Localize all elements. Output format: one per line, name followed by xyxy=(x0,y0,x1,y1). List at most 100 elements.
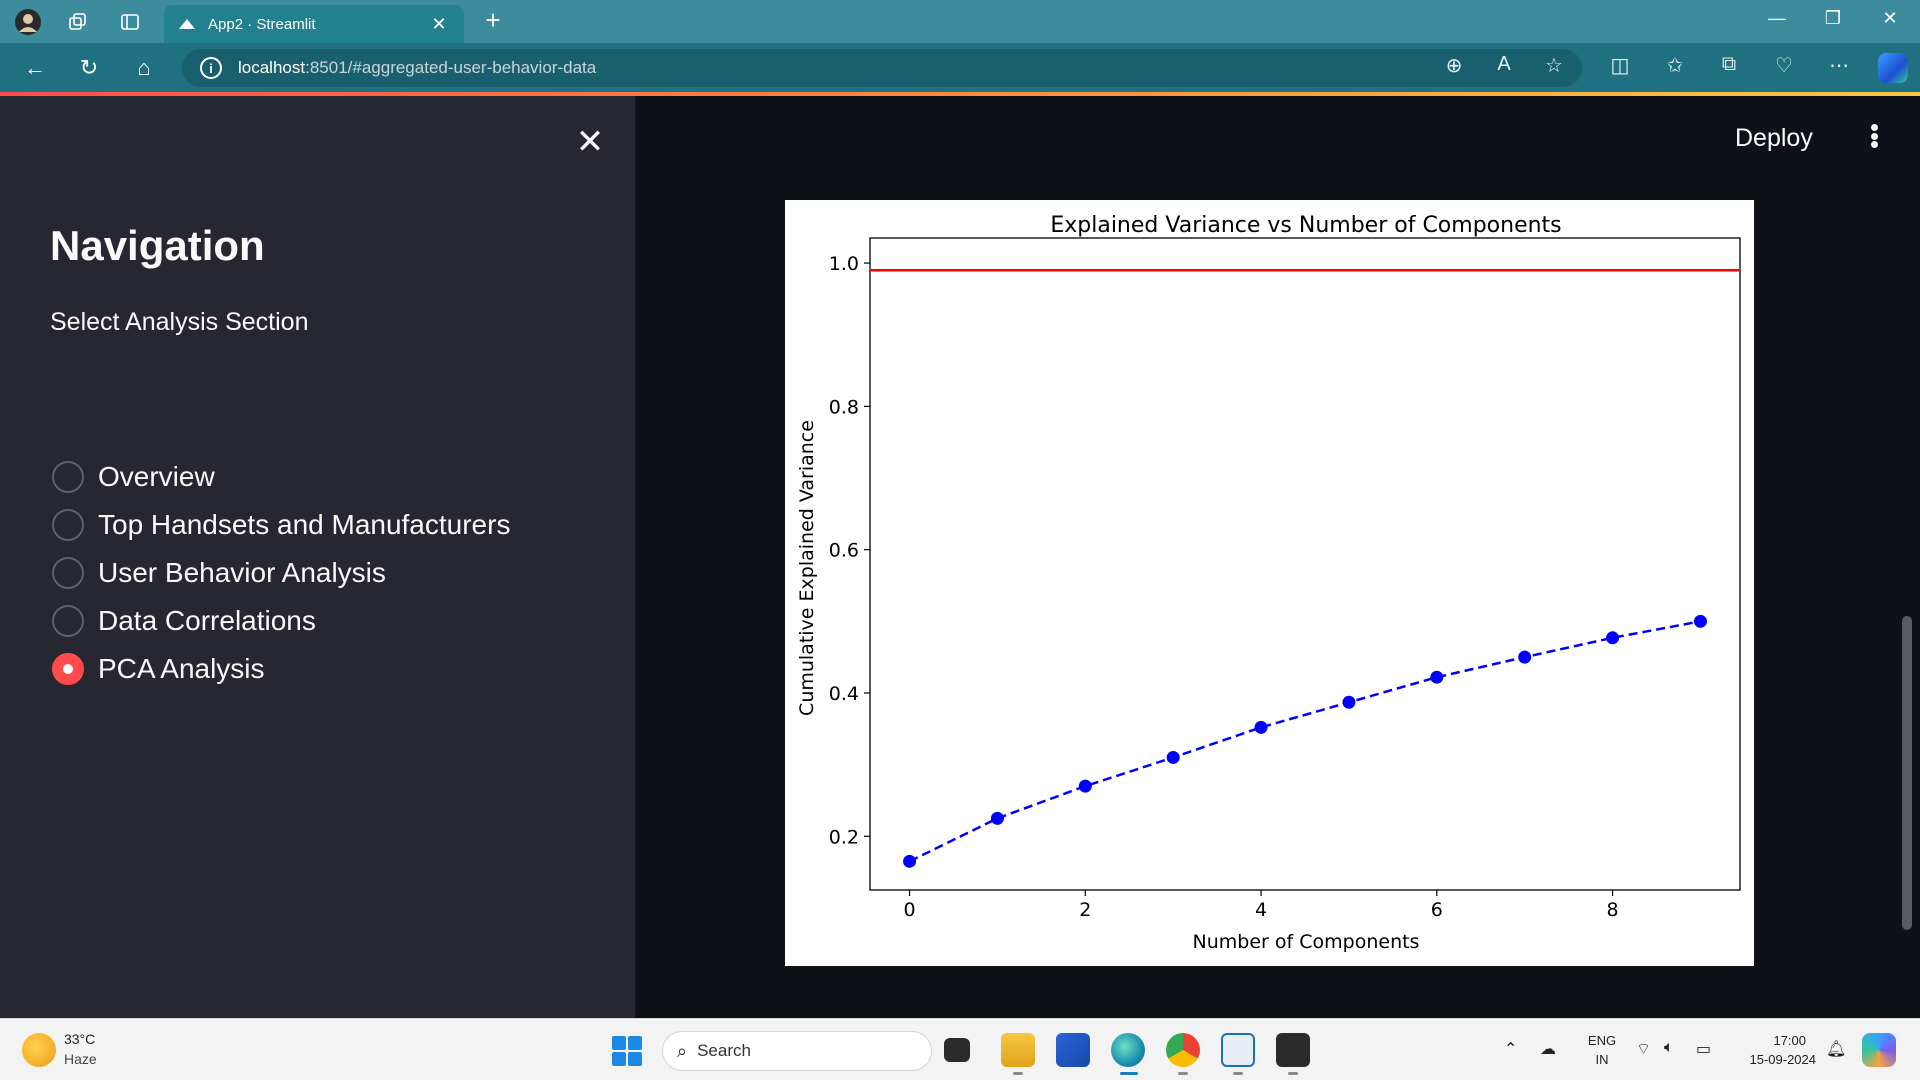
clock-date[interactable]: 15-09-2024 xyxy=(1749,1052,1817,1067)
windows-start-icon[interactable] xyxy=(612,1036,642,1066)
pca-chart: Explained Variance vs Number of Componen… xyxy=(785,200,1754,966)
radio-button[interactable] xyxy=(52,461,84,493)
taskbar: 33°C Haze ⌕ Search ⌃ ☁ ENG IN ⌔ 🔈︎ ▭ 17:… xyxy=(0,1018,1920,1080)
radio-group-label: Select Analysis Section xyxy=(50,308,309,336)
minimize-icon[interactable]: — xyxy=(1768,8,1786,28)
address-bar: ← ↻ ⌂ i localhost :8501/#aggregated-user… xyxy=(0,43,1920,93)
y-tick-label: 0.6 xyxy=(829,540,859,562)
microsoft-store-icon[interactable] xyxy=(1056,1033,1090,1067)
x-tick-label: 8 xyxy=(1607,899,1619,921)
onedrive-icon[interactable]: ☁ xyxy=(1540,1041,1556,1058)
tab-app2-streamlit[interactable]: App2 · Streamlit ✕ xyxy=(164,5,464,43)
radio-label: Data Correlations xyxy=(98,605,316,636)
running-indicator xyxy=(1178,1072,1188,1075)
edge-browser-icon[interactable] xyxy=(1111,1033,1145,1067)
split-screen-icon[interactable]: ◫ xyxy=(1610,55,1630,77)
tab-title: App2 · Streamlit xyxy=(208,15,316,33)
radio-button-selected[interactable] xyxy=(52,653,84,685)
url-host: localhost xyxy=(238,58,306,77)
data-point xyxy=(1693,614,1707,628)
data-point xyxy=(1078,779,1092,793)
y-tick-label: 0.2 xyxy=(829,826,859,848)
sidebar-title: Navigation xyxy=(50,222,265,269)
radio-option-overview[interactable]: Overview xyxy=(52,457,215,497)
data-point xyxy=(1430,670,1444,684)
radio-button[interactable] xyxy=(52,605,84,637)
main-menu-icon[interactable] xyxy=(1862,118,1886,154)
browser-essentials-icon[interactable]: ♡ xyxy=(1775,55,1793,77)
copilot-icon[interactable] xyxy=(1878,53,1908,83)
more-options-icon[interactable]: ⋯ xyxy=(1829,55,1849,77)
profile-avatar-icon[interactable] xyxy=(14,8,42,36)
weather-description[interactable]: Haze xyxy=(64,1051,97,1067)
data-point xyxy=(990,811,1004,825)
chart-y-axis-label: Cumulative Explained Variance xyxy=(796,420,818,716)
file-explorer-icon[interactable] xyxy=(1001,1033,1035,1067)
terminal-icon[interactable] xyxy=(1276,1033,1310,1067)
radio-option-data-correlations[interactable]: Data Correlations xyxy=(52,601,316,641)
radio-label: Overview xyxy=(98,461,215,492)
running-indicator xyxy=(1013,1072,1023,1075)
scrollbar[interactable] xyxy=(1902,616,1912,930)
data-point xyxy=(903,854,917,868)
url-input[interactable]: i localhost :8501/#aggregated-user-behav… xyxy=(182,49,1582,87)
chart-svg: Explained Variance vs Number of Componen… xyxy=(796,213,1741,953)
close-window-icon[interactable]: ✕ xyxy=(1882,8,1898,28)
data-point xyxy=(1342,695,1356,709)
streamlit-icon xyxy=(178,15,196,33)
taskbar-search-input[interactable]: ⌕ Search xyxy=(662,1031,932,1071)
clock-time[interactable]: 17:00 xyxy=(1773,1033,1806,1048)
tab-actions-icon[interactable] xyxy=(116,8,144,36)
data-point xyxy=(1518,650,1532,664)
back-icon[interactable]: ← xyxy=(24,55,46,80)
workspaces-icon[interactable] xyxy=(64,8,92,36)
deploy-button[interactable]: Deploy xyxy=(1735,124,1813,152)
read-aloud-icon[interactable]: A xyxy=(1497,53,1511,75)
weather-haze-icon[interactable] xyxy=(22,1033,56,1067)
language-indicator-line2[interactable]: IN xyxy=(1595,1052,1609,1067)
chrome-browser-icon[interactable] xyxy=(1166,1033,1200,1067)
restore-icon[interactable]: ❐ xyxy=(1824,8,1842,28)
radio-label: Top Handsets and Manufacturers xyxy=(98,509,511,540)
site-info-icon[interactable]: i xyxy=(200,57,222,79)
wifi-icon[interactable]: ⌔ xyxy=(1636,1041,1652,1058)
radio-label: User Behavior Analysis xyxy=(98,557,386,588)
show-hidden-icons[interactable]: ⌃ xyxy=(1504,1041,1518,1058)
zoom-icon[interactable]: ⊕ xyxy=(1445,55,1463,77)
new-tab-button[interactable]: + xyxy=(485,5,501,35)
y-tick-label: 0.8 xyxy=(829,396,859,418)
radio-label: PCA Analysis xyxy=(98,653,265,684)
streamlit-header-decoration xyxy=(0,92,1920,96)
radio-option-pca-analysis[interactable]: PCA Analysis xyxy=(52,649,265,689)
collections-icon[interactable]: ⧉ xyxy=(1721,53,1737,75)
data-point xyxy=(1606,631,1620,645)
favorites-icon[interactable]: ✩ xyxy=(1666,55,1684,77)
browser-titlebar: App2 · Streamlit ✕ + — ❐ ✕ xyxy=(0,0,1920,43)
language-indicator-line1[interactable]: ENG xyxy=(1587,1033,1617,1048)
weather-temperature[interactable]: 33°C xyxy=(64,1031,96,1047)
vscode-window-icon[interactable] xyxy=(1221,1033,1255,1067)
close-tab-icon[interactable]: ✕ xyxy=(431,13,447,34)
series-line xyxy=(908,620,1701,863)
plot-frame xyxy=(869,237,1741,891)
favorite-star-icon[interactable]: ☆ xyxy=(1545,55,1563,77)
radio-button[interactable] xyxy=(52,509,84,541)
refresh-icon[interactable]: ↻ xyxy=(79,55,99,80)
battery-icon[interactable]: ▭ xyxy=(1696,1041,1712,1058)
data-point xyxy=(1166,750,1180,764)
copilot-taskbar-icon[interactable] xyxy=(1862,1033,1896,1067)
volume-icon[interactable]: 🔈︎ xyxy=(1664,1039,1674,1056)
y-tick-label: 0.4 xyxy=(829,683,859,705)
sidebar: ✕ xyxy=(0,96,635,1018)
task-view-icon[interactable] xyxy=(944,1038,970,1062)
home-icon[interactable]: ⌂ xyxy=(137,55,151,80)
url-path: :8501/#aggregated-user-behavior-data xyxy=(305,58,597,77)
close-sidebar-icon[interactable]: ✕ xyxy=(575,123,605,161)
radio-option-top-handsets[interactable]: Top Handsets and Manufacturers xyxy=(52,505,510,545)
running-indicator xyxy=(1288,1072,1298,1075)
radio-option-user-behavior[interactable]: User Behavior Analysis xyxy=(52,553,386,593)
chart-title: Explained Variance vs Number of Componen… xyxy=(1050,213,1561,238)
data-point xyxy=(1254,720,1268,734)
radio-button[interactable] xyxy=(52,557,84,589)
notifications-bell-icon[interactable]: 🔔︎ xyxy=(1826,1041,1847,1058)
